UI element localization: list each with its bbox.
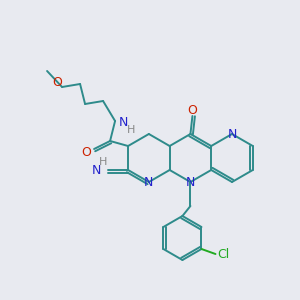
- Text: H: H: [127, 125, 135, 135]
- Text: N: N: [144, 176, 154, 188]
- Text: H: H: [99, 157, 107, 167]
- Text: N: N: [227, 128, 237, 140]
- Text: O: O: [81, 146, 91, 158]
- Text: O: O: [188, 104, 197, 118]
- Text: Cl: Cl: [218, 248, 230, 260]
- Text: N: N: [118, 116, 128, 130]
- Text: N: N: [186, 176, 195, 188]
- Text: N: N: [92, 164, 101, 176]
- Text: O: O: [52, 76, 62, 89]
